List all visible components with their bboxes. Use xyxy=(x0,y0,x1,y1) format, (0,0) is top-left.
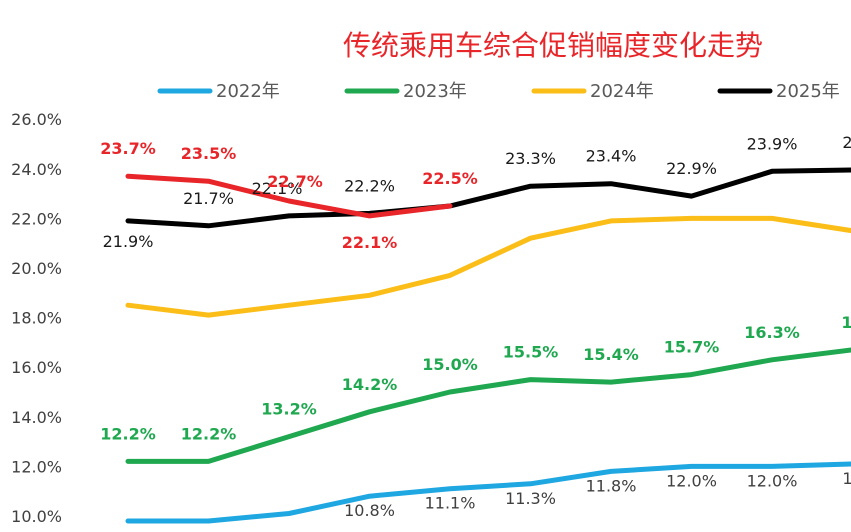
data-label: 23.7% xyxy=(100,139,156,158)
data-label: 21.7% xyxy=(183,189,234,208)
data-label: 22.9% xyxy=(666,159,717,178)
data-label: 11.8% xyxy=(586,476,637,495)
data-label: 22.7% xyxy=(267,172,323,191)
data-label: 12 xyxy=(842,469,851,488)
y-tick-label: 16.0% xyxy=(11,358,62,377)
legend: 2022年 2023年 2024年 2025年 xyxy=(157,81,840,102)
data-label: 23.5% xyxy=(181,144,237,163)
legend-label: 2025年 xyxy=(776,81,840,102)
data-label: 12.0% xyxy=(747,471,798,490)
data-label: 15.0% xyxy=(422,355,478,374)
y-axis: 26.0% 24.0% 22.0% 20.0% 18.0% 16.0% 14.0% 12.0%… xyxy=(11,110,62,526)
legend-label: 2022年 xyxy=(216,81,280,102)
legend-label: 2024年 xyxy=(590,81,654,102)
data-label: 21.9% xyxy=(103,232,154,251)
y-tick-label: 18.0% xyxy=(11,309,62,328)
series-line xyxy=(125,167,851,229)
series-line xyxy=(125,215,851,318)
series-line xyxy=(125,461,851,524)
y-tick-label: 10.0% xyxy=(11,507,62,526)
data-label: 22.2% xyxy=(344,176,395,195)
y-tick-label: 12.0% xyxy=(11,457,62,476)
data-label: 15.5% xyxy=(503,343,559,362)
y-tick-label: 24.0% xyxy=(11,160,62,179)
data-label: 15.7% xyxy=(664,338,720,357)
data-labels: 10.8% 11.1% 11.3% 11.8% 12.0% 12.0% 12 12.2% 12.… xyxy=(100,133,851,520)
legend-label: 2023年 xyxy=(403,81,467,102)
data-label: 11.1% xyxy=(425,494,476,513)
data-label: 24 xyxy=(842,133,851,152)
data-label: 11.3% xyxy=(505,489,556,508)
series-line xyxy=(125,173,453,219)
data-label: 10.8% xyxy=(344,501,395,520)
y-tick-label: 14.0% xyxy=(11,408,62,427)
y-tick-label: 22.0% xyxy=(11,209,62,228)
data-label: 16 xyxy=(841,313,851,332)
data-label: 13.2% xyxy=(261,400,317,419)
chart-title: 传统乘用车综合促销幅度变化走势 xyxy=(343,29,763,62)
data-label: 12.2% xyxy=(100,424,156,443)
series-lines xyxy=(125,167,851,524)
data-label: 16.3% xyxy=(744,323,800,342)
data-label: 12.0% xyxy=(666,471,717,490)
y-tick-label: 20.0% xyxy=(11,259,62,278)
data-label: 22.1% xyxy=(342,233,398,252)
data-label: 23.3% xyxy=(505,149,556,168)
data-label: 23.4% xyxy=(586,147,637,166)
series-line xyxy=(125,347,851,464)
data-label: 23.9% xyxy=(747,134,798,153)
data-label: 22.1% xyxy=(252,179,303,198)
data-label: 15.4% xyxy=(583,345,639,364)
data-label: 14.2% xyxy=(342,375,398,394)
y-tick-label: 26.0% xyxy=(11,110,62,129)
data-label: 22.5% xyxy=(422,169,478,188)
data-label: 12.2% xyxy=(181,424,237,443)
